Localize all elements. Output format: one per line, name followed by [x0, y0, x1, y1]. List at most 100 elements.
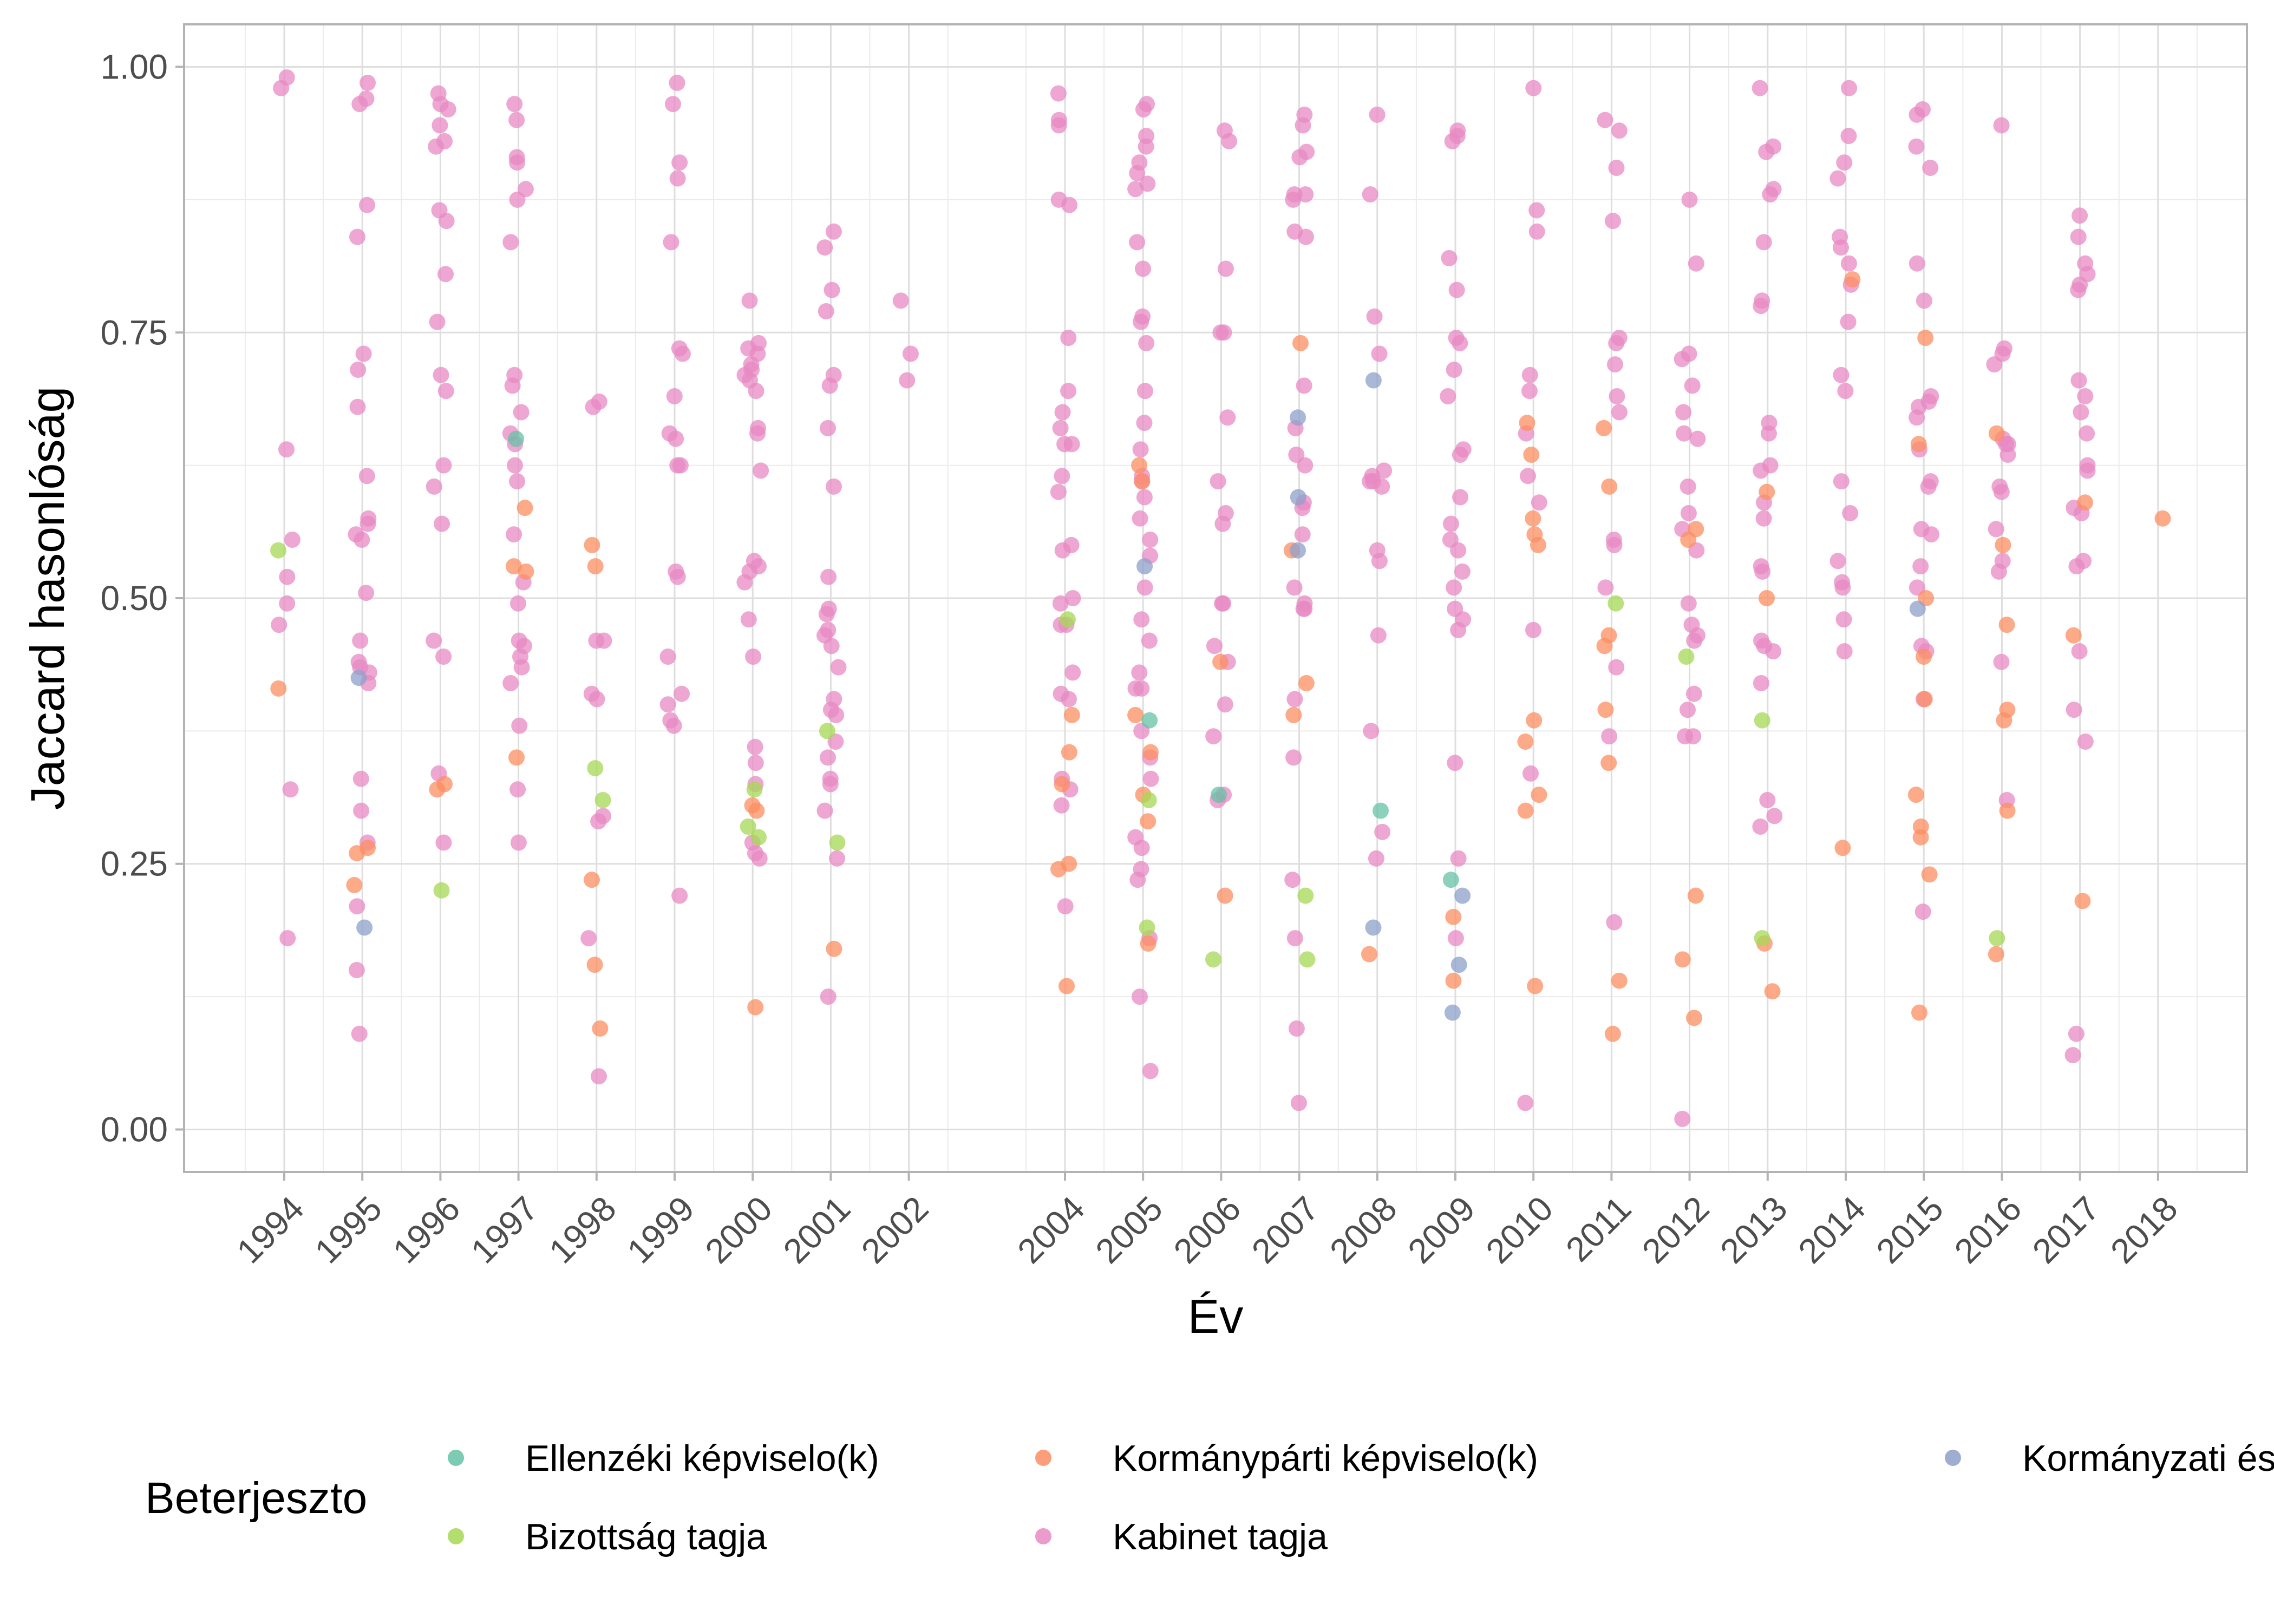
- data-point: [1294, 526, 1311, 543]
- data-point: [1674, 351, 1690, 368]
- data-point: [1443, 515, 1459, 532]
- data-point: [2077, 388, 2094, 404]
- data-point: [1840, 313, 1857, 330]
- data-point: [748, 802, 765, 819]
- data-point: [1760, 425, 1777, 442]
- x-tick-label: 1994: [229, 1189, 311, 1271]
- data-point: [1050, 483, 1067, 500]
- data-point: [1285, 191, 1302, 208]
- legend-key: [448, 1528, 464, 1544]
- data-point: [826, 940, 842, 957]
- data-point: [1452, 489, 1468, 506]
- data-point: [1138, 138, 1154, 155]
- data-point: [1597, 702, 1614, 718]
- data-point: [504, 377, 521, 394]
- x-tick-label: 2002: [854, 1189, 936, 1271]
- data-point: [829, 850, 845, 867]
- data-point: [2077, 494, 2093, 511]
- data-point: [745, 649, 762, 665]
- data-point: [1136, 489, 1153, 506]
- data-point: [1136, 579, 1153, 596]
- data-point: [1600, 755, 1617, 771]
- data-point: [671, 154, 688, 171]
- data-point: [666, 388, 683, 404]
- data-point: [1995, 536, 2011, 553]
- data-point: [432, 117, 448, 134]
- data-point: [1608, 659, 1625, 676]
- data-point: [429, 781, 446, 798]
- data-point: [816, 802, 833, 819]
- legend-label: Kormánypárti képviselo(k): [1113, 1438, 1538, 1479]
- data-point: [270, 680, 287, 697]
- data-point: [1755, 234, 1772, 251]
- data-point: [1754, 930, 1770, 947]
- data-point: [1521, 366, 1538, 383]
- data-point: [674, 685, 690, 702]
- data-point: [1064, 664, 1081, 681]
- data-point: [1454, 563, 1471, 580]
- data-point: [1129, 234, 1146, 251]
- data-point: [1601, 728, 1618, 745]
- data-point: [586, 957, 603, 973]
- data-point: [1142, 1063, 1159, 1079]
- data-point: [1060, 330, 1077, 346]
- data-point: [665, 717, 682, 734]
- data-point: [435, 649, 452, 665]
- data-point: [1835, 611, 1852, 628]
- data-point: [1836, 154, 1853, 171]
- data-point: [1923, 526, 1939, 543]
- data-point: [1525, 621, 1541, 638]
- data-point: [270, 542, 286, 559]
- data-point: [502, 234, 519, 251]
- data-point: [1210, 473, 1226, 490]
- x-tick-label: 2007: [1244, 1189, 1327, 1271]
- data-point: [1290, 489, 1306, 506]
- data-point: [1840, 255, 1857, 272]
- data-point: [346, 877, 363, 893]
- data-point: [1523, 447, 1540, 463]
- data-point: [1596, 638, 1613, 654]
- data-point: [1373, 802, 1389, 819]
- data-point: [1450, 850, 1467, 867]
- data-point: [1680, 478, 1696, 495]
- data-point: [1916, 649, 1932, 665]
- data-point: [1520, 468, 1536, 484]
- data-point: [1448, 281, 1465, 298]
- data-point: [1134, 473, 1151, 490]
- data-point: [1284, 872, 1301, 888]
- data-point: [1522, 765, 1539, 782]
- data-point: [665, 96, 681, 113]
- data-point: [1371, 553, 1388, 569]
- data-point: [2064, 1047, 2081, 1064]
- data-point: [1755, 510, 1772, 527]
- data-point: [1829, 170, 1846, 187]
- data-point: [1833, 473, 1850, 490]
- data-point: [1217, 887, 1233, 904]
- data-point: [1608, 335, 1625, 351]
- data-point: [1753, 298, 1769, 315]
- data-point: [351, 96, 368, 113]
- data-point: [1366, 308, 1383, 325]
- data-point: [435, 834, 452, 851]
- data-point: [1212, 653, 1229, 670]
- data-point: [1140, 813, 1156, 830]
- data-point: [747, 755, 764, 771]
- legend-key: [448, 1450, 464, 1466]
- data-point: [1058, 978, 1075, 994]
- data-point: [360, 515, 376, 532]
- data-point: [1999, 447, 2016, 463]
- data-point: [348, 962, 365, 978]
- data-point: [2073, 404, 2089, 421]
- data-point: [1054, 542, 1071, 559]
- data-point: [1445, 908, 1462, 925]
- data-point: [1528, 223, 1545, 240]
- data-point: [434, 515, 450, 532]
- x-axis-title: Év: [1188, 1289, 1244, 1343]
- data-point: [2077, 734, 2094, 750]
- data-point: [1297, 457, 1314, 474]
- data-point: [1605, 213, 1621, 230]
- data-point: [518, 563, 534, 580]
- data-point: [1446, 362, 1462, 378]
- data-point: [1840, 128, 1857, 145]
- data-point: [1063, 436, 1080, 453]
